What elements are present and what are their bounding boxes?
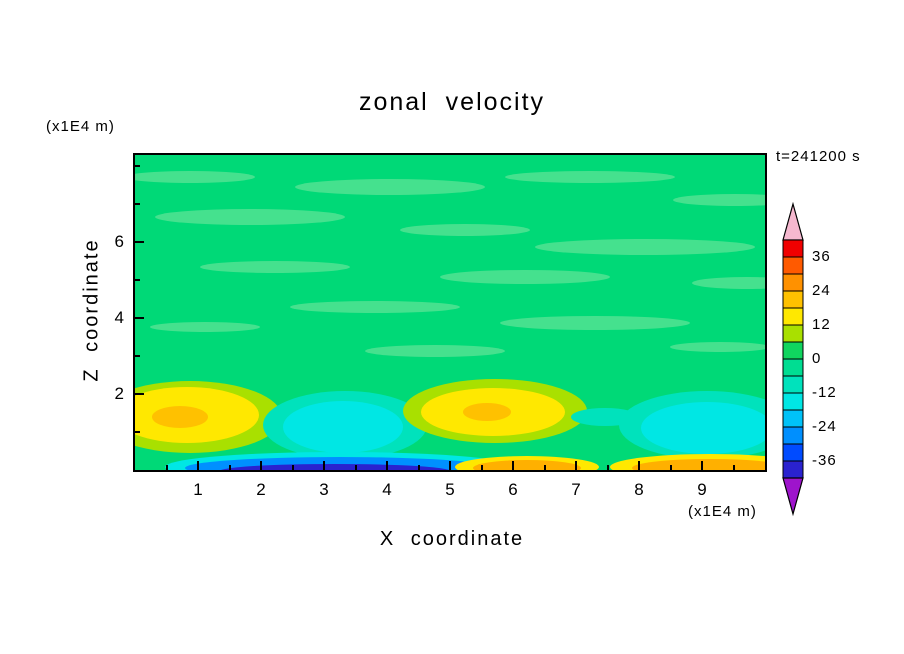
x-tick-label: 5 (445, 480, 455, 499)
colorbar-segment (782, 239, 804, 258)
x-tick-label: 3 (319, 480, 329, 499)
x-tick-label: 2 (256, 480, 266, 499)
x-axis-title: X coordinate (379, 528, 525, 550)
colorbar-tick-label: -36 (812, 452, 837, 469)
colorbar-segment (782, 290, 804, 309)
x-tick-label: 7 (571, 480, 581, 499)
contour-blob (535, 239, 755, 255)
y-axis-title: Z coordinate (80, 238, 103, 382)
contour-blob (673, 194, 765, 206)
contour-blob (283, 401, 403, 453)
colorbar-segment (782, 341, 804, 360)
contour-blob (150, 322, 260, 332)
colorbar-segment (782, 273, 804, 292)
colorbar-tick-label: -12 (812, 384, 837, 401)
colorbar-tick-label: 0 (812, 350, 822, 367)
x-tick-label: 4 (382, 480, 392, 499)
x-tick-label: 6 (508, 480, 518, 499)
colorbar-segment (782, 443, 804, 462)
contour-blob (670, 342, 765, 352)
colorbar-segment (782, 426, 804, 445)
colorbar-segment (782, 375, 804, 394)
contour-blob (152, 406, 208, 428)
contour-blob (200, 261, 350, 273)
colorbar-segment (782, 460, 804, 479)
contour-blob (463, 403, 511, 421)
contour-blob (400, 224, 530, 236)
time-label: t=241200 s (776, 148, 861, 165)
colorbar-tick-label: 24 (812, 282, 831, 299)
contour-blob (440, 270, 610, 284)
colorbar-tick-label: -24 (812, 418, 837, 435)
contour-plot-area (133, 153, 767, 472)
colorbar-segment (782, 358, 804, 377)
x-axis-unit-label: (x1E4 m) (688, 503, 757, 520)
colorbar-segment (782, 324, 804, 343)
colorbar-arrow (782, 477, 804, 517)
contour-blob (473, 460, 581, 470)
contour-blob (290, 301, 460, 313)
contour-blob (632, 459, 765, 470)
x-tick-label: 1 (193, 480, 203, 499)
contour-blob (221, 464, 449, 470)
contour-blob (641, 402, 765, 454)
colorbar-tick-label: 12 (812, 316, 831, 333)
y-axis-unit-label: (x1E4 m) (46, 118, 115, 135)
colorbar-segment (782, 409, 804, 428)
contour-blob (295, 179, 485, 195)
x-tick-label: 9 (697, 480, 707, 499)
contour-blob (365, 345, 505, 357)
colorbar (782, 202, 804, 517)
colorbar-tick-label: 36 (812, 248, 831, 265)
contour-blob (155, 209, 345, 225)
contour-blob (135, 171, 255, 183)
contour-blob (500, 316, 690, 330)
colorbar-arrow (782, 202, 804, 241)
chart-title: zonal velocity (358, 88, 546, 116)
contour-field (135, 155, 765, 470)
colorbar-segment (782, 307, 804, 326)
x-tick-label: 8 (634, 480, 644, 499)
colorbar-segment (782, 256, 804, 275)
contour-blob (505, 171, 675, 183)
colorbar-segment (782, 392, 804, 411)
y-tick-label: 2 (114, 384, 124, 404)
contour-blob (692, 277, 765, 289)
